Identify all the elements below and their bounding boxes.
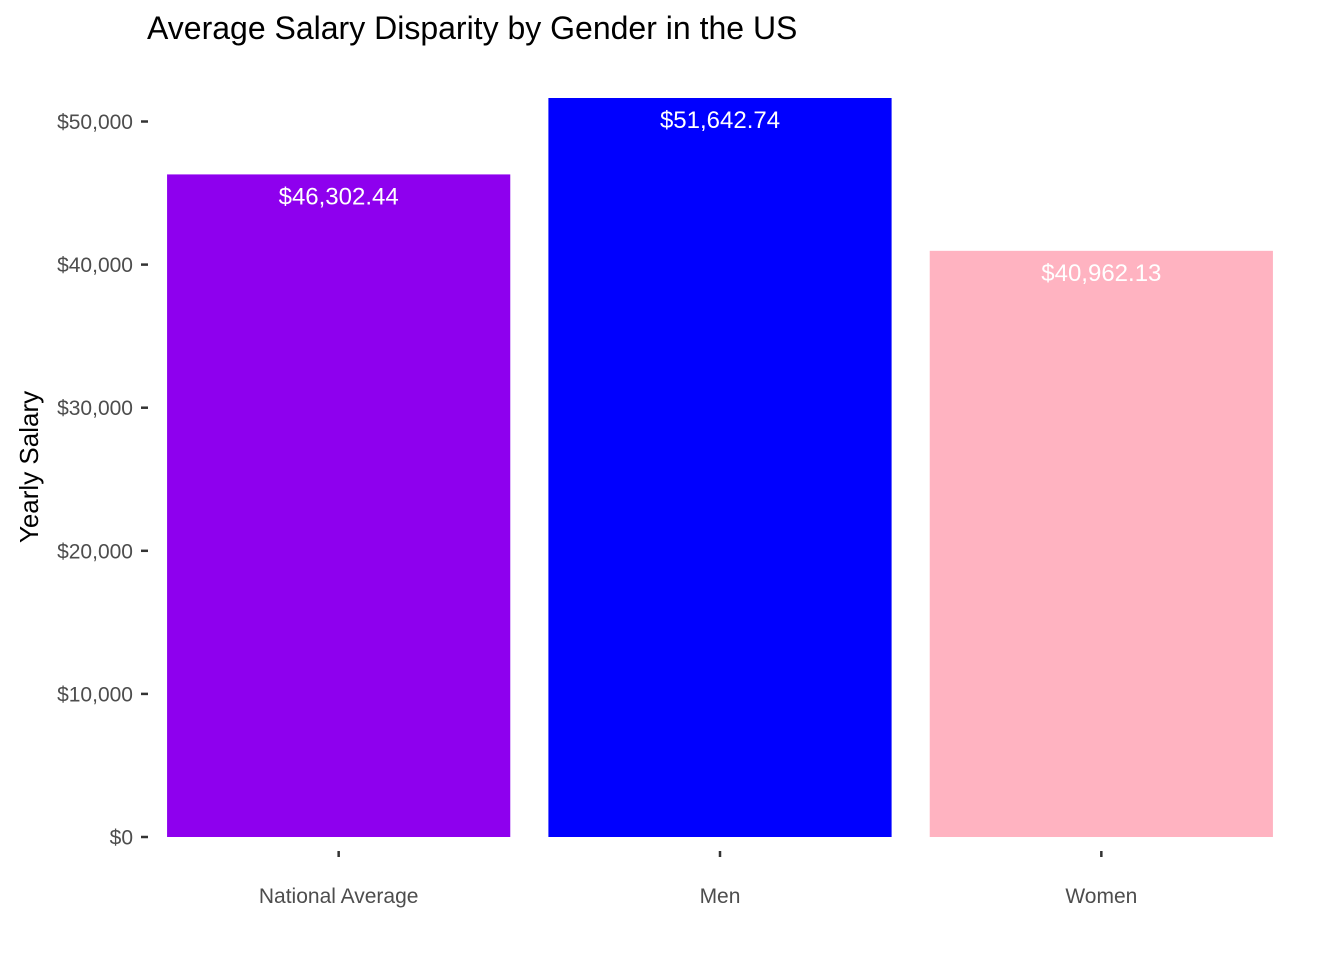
bar-value-label: $40,962.13 xyxy=(1041,260,1161,287)
y-axis-title: Yearly Salary xyxy=(14,391,44,543)
bar-value-label: $46,302.44 xyxy=(279,183,399,210)
bar xyxy=(548,98,892,837)
bar xyxy=(167,174,511,838)
y-tick-label: $30,000 xyxy=(57,397,133,420)
bar-value-labels: $46,302.44 $51,642.74 $40,962.13 xyxy=(279,107,1162,287)
x-tick-label: Men xyxy=(700,885,741,908)
y-axis: $0 $10,000 $20,000 $30,000 $40,000 $50,000 xyxy=(57,111,148,850)
y-tick-label: $20,000 xyxy=(57,540,133,563)
chart-title: Average Salary Disparity by Gender in th… xyxy=(147,10,797,46)
x-axis: National Average Men Women xyxy=(259,851,1137,908)
bar xyxy=(929,250,1273,837)
x-tick-label: National Average xyxy=(259,885,419,908)
y-tick-label: $0 xyxy=(110,827,133,850)
y-tick-label: $10,000 xyxy=(57,683,133,706)
y-tick-label: $50,000 xyxy=(57,111,133,134)
bars xyxy=(167,98,1273,838)
bar-value-label: $51,642.74 xyxy=(660,107,780,134)
x-tick-label: Women xyxy=(1065,885,1137,908)
y-tick-label: $40,000 xyxy=(57,254,133,277)
